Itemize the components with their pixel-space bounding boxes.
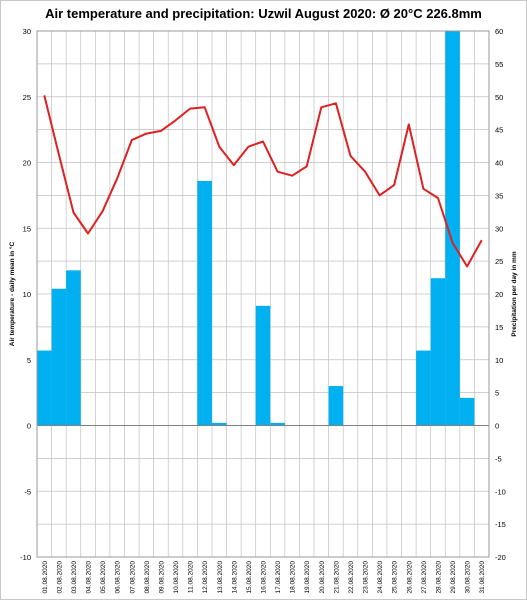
precipitation-bar [51,288,67,426]
x-tick-label: 14.08.2020 [231,561,238,594]
chart-title: Air temperature and precipitation: Uzwil… [45,6,482,21]
x-tick-label: 18.08.2020 [290,561,297,594]
right-tick-label: -15 [495,520,506,529]
right-tick-label: 25 [495,257,503,266]
left-tick-label: 30 [23,27,31,36]
x-tick-label: 01.08.2020 [42,561,49,594]
x-tick-label: 16.08.2020 [261,561,268,594]
x-tick-label: 31.08.2020 [479,561,486,594]
x-tick-label: 06.08.2020 [115,561,122,594]
x-tick-label: 11.08.2020 [188,561,195,593]
precipitation-bar [430,278,446,426]
left-tick-label: -5 [24,487,31,496]
right-tick-label: 50 [495,93,503,102]
precipitation-bar [255,305,271,426]
x-tick-label: 21.08.2020 [333,561,340,594]
x-tick-label: 17.08.2020 [275,561,282,594]
x-tick-label: 25.08.2020 [392,561,399,594]
axes [36,30,490,558]
left-tick-label: -10 [20,553,31,562]
right-tick-label: 30 [495,224,503,233]
x-tick-label: 08.08.2020 [144,561,151,594]
left-tick-label: 25 [23,93,31,102]
right-tick-label: 60 [495,27,503,36]
precipitation-bar [66,270,81,426]
precipitation-bar [37,350,52,426]
right-tick-label: 0 [495,422,499,431]
right-tick-label: 20 [495,290,503,299]
x-tick-label: 19.08.2020 [304,561,311,594]
left-tick-label: 10 [23,290,31,299]
x-tick-label: 15.08.2020 [246,561,253,594]
precipitation-bars [37,31,475,426]
left-tick-label: 15 [23,224,31,233]
right-tick-label: 55 [495,60,503,69]
right-tick-label: 5 [495,389,499,398]
x-tick-label: 28.08.2020 [435,561,442,594]
right-tick-label: 10 [495,356,503,365]
plot-border [36,30,490,558]
temperature-line [43,95,483,268]
precipitation-bar [211,422,227,426]
left-tick-label: 0 [27,422,31,431]
precipitation-bar [328,386,344,426]
x-tick-label: 10.08.2020 [173,561,180,594]
x-tick-label: 07.08.2020 [129,561,136,594]
right-tick-label: 45 [495,126,503,135]
x-tick-label: 22.08.2020 [348,561,355,594]
right-tick-label: -10 [495,487,506,496]
temperature-series-line [43,95,483,268]
precipitation-bar [445,31,460,426]
left-axis-title: Air temperature - daily mean in °C [8,241,16,346]
x-tick-label: 26.08.2020 [406,561,413,594]
right-axis-title: Precipitation per day in mm [511,251,518,336]
axis-labels: -10 -5 0 5 10 15 20 25 30 -20 -15 -10 -5 0 5 10 15 20 25 30… [8,27,518,594]
precipitation-bar [197,180,212,426]
x-tick-label: 13.08.2020 [217,561,224,594]
precipitation-bar [459,397,475,426]
x-tick-label: 30.08.2020 [465,561,472,594]
right-tick-label: -5 [495,454,502,463]
left-tick-label: 5 [27,356,31,365]
right-tick-label: -20 [495,553,506,562]
x-tick-label: 09.08.2020 [158,561,165,594]
x-tick-label: 24.08.2020 [377,561,384,594]
right-tick-label: 15 [495,323,503,332]
x-tick-label: 29.08.2020 [450,561,457,594]
x-tick-label: 20.08.2020 [319,561,326,594]
x-tick-label: 04.08.2020 [86,561,93,594]
right-tick-label: 40 [495,159,503,168]
x-tick-label: 12.08.2020 [202,561,209,594]
x-tick-label: 02.08.2020 [56,561,63,594]
x-tick-label: 27.08.2020 [421,561,428,594]
precipitation-bar [270,422,285,426]
left-tick-label: 20 [23,159,31,168]
x-tick-label: 05.08.2020 [100,561,107,594]
x-tick-label: 23.08.2020 [363,561,370,594]
x-tick-label: 03.08.2020 [71,561,78,594]
precipitation-bar [416,350,431,426]
right-tick-label: 35 [495,191,503,200]
